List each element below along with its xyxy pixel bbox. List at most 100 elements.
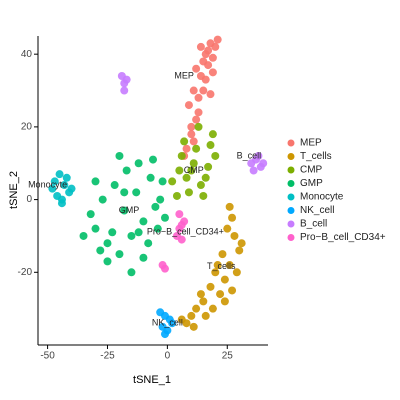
point bbox=[199, 191, 208, 200]
point bbox=[206, 282, 215, 291]
point bbox=[67, 184, 76, 193]
point bbox=[189, 137, 198, 146]
point bbox=[201, 311, 210, 320]
point bbox=[182, 144, 191, 153]
point bbox=[122, 75, 131, 84]
point bbox=[187, 166, 196, 175]
point bbox=[213, 261, 222, 270]
point bbox=[204, 162, 213, 171]
point bbox=[91, 224, 100, 233]
point bbox=[139, 253, 148, 262]
point bbox=[194, 122, 203, 131]
point bbox=[208, 304, 217, 313]
point bbox=[144, 239, 153, 248]
x-axis-title: tSNE_1 bbox=[133, 374, 171, 386]
y-axis-title: tSNE_2 bbox=[8, 171, 20, 209]
legend-label: GMP bbox=[300, 178, 323, 189]
point bbox=[127, 231, 136, 240]
point bbox=[232, 268, 241, 277]
point bbox=[206, 90, 215, 99]
point bbox=[160, 330, 169, 339]
point bbox=[201, 75, 210, 84]
point bbox=[98, 195, 107, 204]
point bbox=[225, 261, 234, 270]
point bbox=[175, 210, 184, 219]
point bbox=[228, 213, 237, 222]
point bbox=[187, 130, 196, 139]
point bbox=[187, 311, 196, 320]
point bbox=[156, 195, 165, 204]
y-tick-label: -20 bbox=[18, 267, 33, 278]
point bbox=[184, 188, 193, 197]
legend-label: MEP bbox=[300, 138, 322, 149]
legend-key bbox=[287, 166, 295, 174]
point bbox=[132, 188, 141, 197]
legend-key bbox=[287, 153, 295, 160]
legend-key bbox=[287, 220, 295, 228]
point bbox=[201, 173, 210, 182]
point bbox=[211, 268, 220, 277]
point bbox=[134, 159, 143, 168]
point bbox=[225, 202, 234, 211]
point bbox=[168, 177, 177, 186]
point bbox=[211, 42, 220, 51]
point bbox=[57, 195, 66, 204]
point bbox=[204, 46, 213, 55]
point bbox=[180, 137, 189, 146]
point bbox=[180, 217, 189, 226]
point bbox=[115, 151, 124, 160]
point bbox=[48, 184, 57, 193]
point bbox=[60, 181, 69, 190]
point bbox=[220, 275, 229, 284]
point bbox=[62, 173, 71, 182]
x-tick-label: -50 bbox=[40, 351, 55, 362]
cluster-label: CMP bbox=[184, 165, 204, 175]
point bbox=[108, 228, 117, 237]
point bbox=[208, 53, 217, 62]
cluster-label: Monocyte bbox=[28, 179, 67, 189]
y-tick-label: 40 bbox=[21, 49, 33, 60]
point bbox=[134, 228, 143, 237]
legend-label: Pro−B_cell_CD34+ bbox=[300, 232, 386, 243]
x-tick-label: -25 bbox=[100, 351, 115, 362]
point bbox=[249, 166, 258, 175]
point bbox=[196, 181, 205, 190]
point bbox=[237, 239, 246, 248]
point bbox=[208, 130, 217, 139]
legend-label: T_cells bbox=[300, 151, 332, 162]
point bbox=[175, 224, 184, 233]
cluster-label: Pro−B_cell_CD34+ bbox=[147, 227, 224, 237]
point bbox=[192, 115, 201, 124]
point bbox=[182, 173, 191, 182]
point bbox=[120, 86, 129, 95]
point bbox=[228, 286, 237, 295]
point bbox=[50, 177, 59, 186]
point bbox=[199, 86, 208, 95]
point bbox=[79, 231, 88, 240]
legend-key bbox=[287, 193, 295, 201]
point bbox=[230, 231, 239, 240]
point bbox=[184, 101, 193, 110]
point bbox=[208, 68, 217, 77]
point bbox=[254, 151, 263, 160]
point bbox=[110, 181, 119, 190]
point bbox=[120, 206, 129, 215]
legend-label: B_cell bbox=[300, 219, 327, 230]
y-tick-label: 20 bbox=[21, 122, 33, 133]
point bbox=[192, 64, 201, 73]
point bbox=[86, 210, 95, 219]
point bbox=[160, 213, 169, 222]
point bbox=[96, 246, 105, 255]
point bbox=[139, 217, 148, 226]
point bbox=[122, 166, 131, 175]
cluster-label: MEP bbox=[174, 70, 194, 80]
cluster-label: T_cells bbox=[207, 261, 236, 271]
point bbox=[151, 202, 160, 211]
point bbox=[218, 250, 227, 259]
point bbox=[153, 224, 162, 233]
point bbox=[55, 170, 64, 179]
point bbox=[235, 246, 244, 255]
point bbox=[149, 155, 157, 164]
point bbox=[192, 304, 201, 313]
